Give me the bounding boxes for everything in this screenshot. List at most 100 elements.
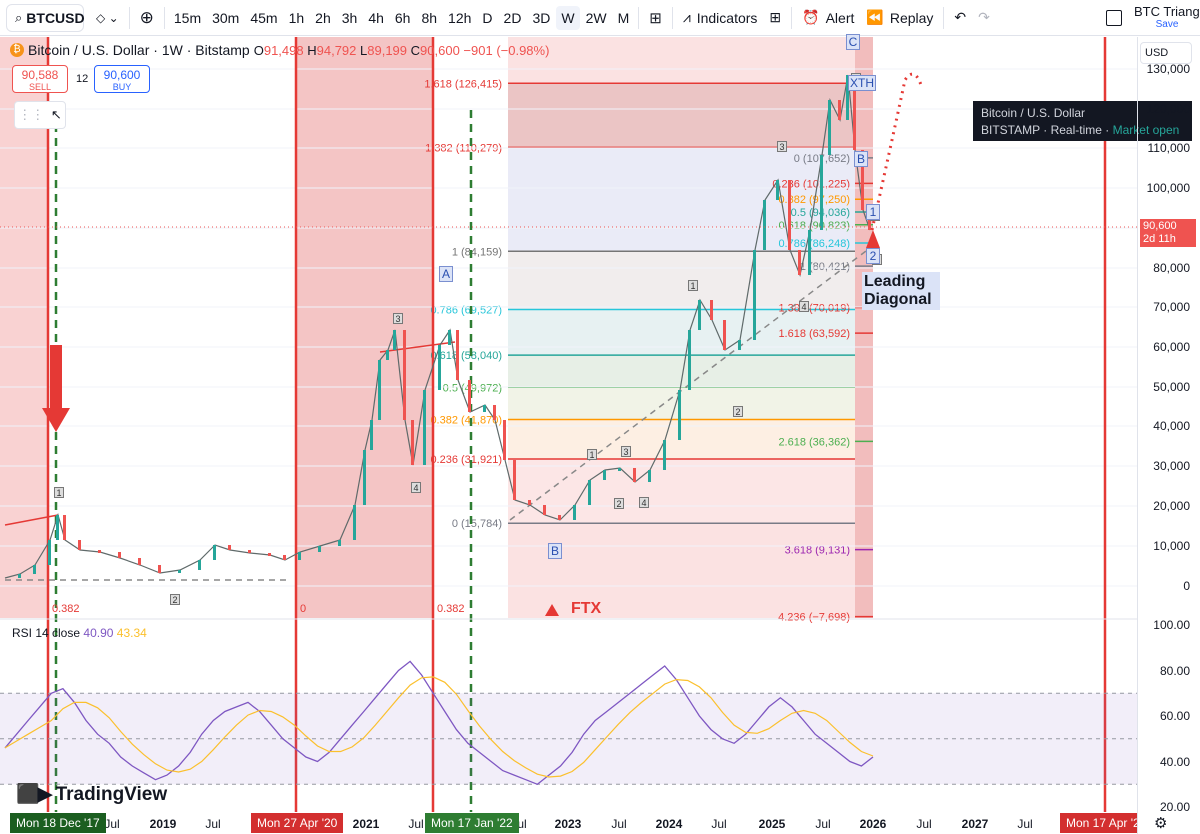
interval-2h[interactable]: 2h — [315, 9, 331, 26]
candle — [386, 350, 389, 360]
interval-30m[interactable]: 30m — [212, 9, 240, 26]
layout-icon — [1106, 9, 1122, 26]
interval-12h[interactable]: 12h — [448, 9, 472, 26]
candle — [820, 155, 823, 230]
time-marker-box: Mon 17 Jan '22 — [425, 813, 519, 833]
redo-button[interactable]: ↷ — [972, 4, 996, 32]
settings-button[interactable]: ⚙ — [1154, 814, 1167, 832]
candle — [808, 230, 811, 275]
fib-level-label: 1.618 (126,415) — [424, 78, 502, 90]
plus-circle-icon: ⊕ — [139, 7, 154, 27]
symbol-title: Bitcoin / U.S. Dollar · 1W · Bitstamp — [28, 42, 250, 58]
wave-letter-label: C — [846, 34, 860, 50]
interval-2d[interactable]: 2D — [503, 9, 522, 26]
candle — [318, 546, 321, 552]
interval-6h[interactable]: 6h — [394, 9, 411, 26]
brand-name: TradingView — [55, 784, 168, 805]
sell-button[interactable]: 90,588 SELL — [12, 65, 68, 93]
info-exchange: BITSTAMP — [981, 123, 1040, 137]
candle — [158, 565, 161, 573]
chart-pane[interactable]: 1.618 (126,415) 1.382 (110,279) 1 (84,159)… — [0, 37, 1137, 834]
interval-15m[interactable]: 15m — [173, 9, 202, 26]
replay-button[interactable]: ⏪ Replay — [860, 4, 939, 32]
candle — [853, 75, 856, 150]
up-arrow-marker — [866, 230, 880, 248]
fib-band — [508, 459, 855, 524]
interval-2w[interactable]: 2W — [585, 9, 607, 26]
rsi-scale-label: 80.00 — [1159, 664, 1190, 678]
chart-type-button[interactable]: ⊞ — [643, 4, 668, 32]
time-label: Jul — [1017, 817, 1033, 831]
candle — [513, 460, 516, 500]
drag-handle-icon[interactable]: ⋮⋮ — [18, 107, 45, 122]
fib-level-label: 0.5 (49,972) — [443, 382, 502, 394]
currency-selector[interactable]: USD — [1140, 42, 1192, 64]
indicators-icon: ⩘ — [682, 9, 691, 25]
undo-button[interactable]: ↶ — [948, 4, 972, 32]
time-label: Jul — [611, 817, 627, 831]
interval-3h[interactable]: 3h — [341, 9, 358, 26]
symbol-search[interactable]: ⌕ BTCUSD — [6, 3, 85, 32]
candle — [138, 558, 141, 565]
candle — [18, 574, 21, 578]
candle — [618, 468, 621, 471]
interval-d[interactable]: D — [482, 9, 493, 26]
candle — [788, 180, 791, 250]
candle — [363, 450, 366, 505]
indicators-label: Indicators — [696, 9, 758, 26]
candle — [861, 150, 864, 210]
cursor-icon[interactable]: ↖ — [50, 107, 62, 122]
interval-8h[interactable]: 8h — [421, 9, 438, 26]
rsi-scale-label: 40.00 — [1159, 755, 1190, 769]
candle — [378, 360, 381, 420]
interval-1h[interactable]: 1h — [288, 9, 305, 26]
interval-m[interactable]: M — [617, 9, 630, 26]
candle — [63, 515, 66, 540]
price-label: 70,000 — [1153, 300, 1190, 314]
rsi-legend: RSI 14 close 40.90 43.34 — [12, 626, 147, 640]
ftx-marker — [545, 604, 559, 616]
time-label: Jul — [104, 817, 120, 831]
info-name: Bitcoin / U.S. Dollar — [981, 106, 1086, 120]
candle — [423, 390, 426, 465]
cycle-label: 0 — [300, 603, 306, 615]
candle — [528, 500, 531, 505]
ftx-label: FTX — [571, 600, 602, 617]
price-scale[interactable]: USD 130,000120,000110,000100,00090,00080… — [1137, 37, 1200, 834]
buy-button[interactable]: 90,600 BUY — [94, 65, 150, 93]
rewind-icon: ⏪ — [866, 9, 884, 25]
candle — [723, 320, 726, 350]
layout-button[interactable]: BTC Triangle Save — [1100, 4, 1200, 32]
candle — [56, 515, 59, 540]
compare-dropdown[interactable]: ◇ ⌄ — [90, 4, 125, 32]
fib-band — [508, 387, 855, 420]
indicators-button[interactable]: ⩘ Indicators — [677, 4, 764, 32]
price-label: 0 — [1183, 579, 1190, 593]
candle — [698, 300, 701, 330]
interval-4h[interactable]: 4h — [368, 9, 384, 26]
alert-button[interactable]: ⏰ Alert — [796, 4, 860, 32]
price-label: 20,000 — [1153, 499, 1190, 513]
add-symbol-button[interactable]: ⊕ — [134, 4, 160, 32]
info-feed: Real-time — [1050, 123, 1102, 137]
candle — [798, 250, 801, 275]
candle — [846, 75, 849, 120]
interval-45m[interactable]: 45m — [250, 9, 278, 26]
fib-ext-label: 2.618 (36,362) — [778, 436, 850, 448]
templates-button[interactable]: ⊞ — [763, 4, 787, 32]
interval-w[interactable]: W — [556, 5, 580, 30]
candle — [558, 515, 561, 520]
divider — [638, 6, 640, 29]
gear-icon: ⚙ — [1154, 815, 1168, 832]
rsi-scale-label: 60.00 — [1159, 709, 1190, 723]
rsi-label: RSI 14 close — [12, 626, 81, 640]
chart-canvas[interactable]: 1.618 (126,415)1.382 (110,279)1 (84,159)… — [0, 37, 1137, 834]
candle — [448, 330, 451, 345]
time-label: Jul — [711, 817, 727, 831]
time-label: Jul — [916, 817, 932, 831]
time-label: 2024 — [655, 817, 683, 831]
drawing-cursor-panel[interactable]: ⋮⋮ ↖ — [14, 101, 66, 129]
fib-level-label: 1 (84,159) — [452, 246, 502, 258]
spread-value: 12 — [76, 73, 89, 85]
interval-3d[interactable]: 3D — [532, 9, 551, 26]
